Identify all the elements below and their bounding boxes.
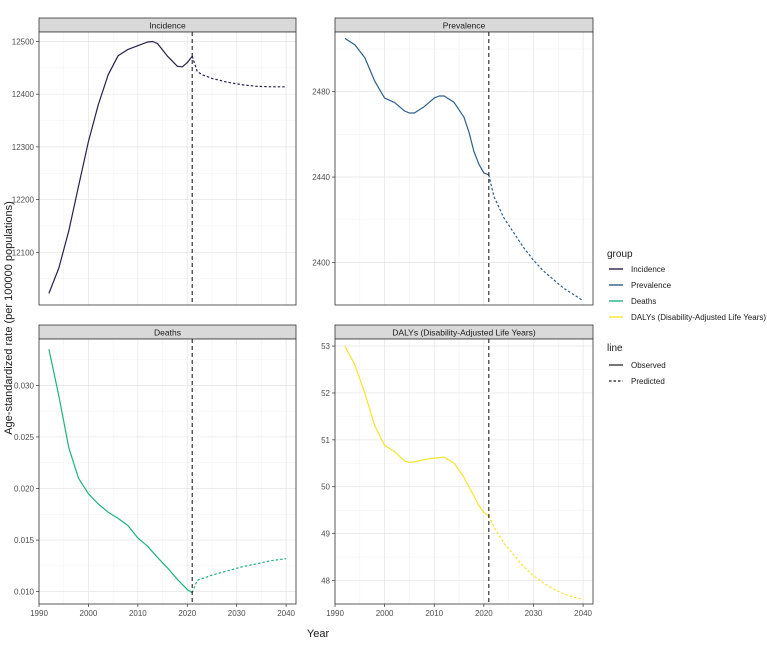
- series-line-predicted: [191, 558, 287, 593]
- panel-3: Deaths 1990 2000 2010 2020 2030 2040 0.010 0.015…: [14, 324, 297, 618]
- plot-background: [39, 32, 296, 305]
- legend-label-line: Observed: [631, 361, 666, 370]
- plot-background: [335, 32, 593, 305]
- y-tick-label: 2440: [312, 173, 330, 182]
- legend-label-group: Prevalence: [631, 281, 672, 290]
- panels: Incidence 12100 12200 12300 12400 12500 Preval…: [12, 17, 594, 618]
- y-tick-label: 52: [321, 389, 330, 398]
- series-line-observed: [48, 349, 193, 594]
- y-tick-label: 12400: [12, 90, 35, 99]
- panel-2: Prevalence 2400 2440 2480: [312, 17, 594, 306]
- plot-background: [39, 339, 296, 604]
- facet-title: Incidence: [149, 21, 186, 31]
- y-tick-label: 0.010: [14, 588, 35, 597]
- legend-label-group: Deaths: [631, 297, 656, 306]
- series-line-predicted: [488, 515, 584, 600]
- x-tick-label: 2020: [178, 609, 196, 618]
- y-tick-label: 50: [321, 483, 330, 492]
- x-tick-label: 2010: [425, 609, 443, 618]
- panel-border: [38, 338, 297, 605]
- legend-title-group: group: [607, 249, 633, 260]
- plot-background: [335, 339, 593, 604]
- panel-border: [334, 338, 594, 605]
- y-tick-label: 12300: [12, 143, 35, 152]
- y-tick-label: 0.030: [14, 381, 35, 390]
- legend-label-group: Incidence: [631, 265, 666, 274]
- y-tick-label: 0.025: [14, 433, 35, 442]
- legend-title-line: line: [607, 343, 623, 354]
- y-tick-label: 51: [321, 436, 330, 445]
- x-tick-label: 2010: [129, 609, 147, 618]
- series-line-observed: [344, 37, 490, 176]
- panel-border: [334, 31, 594, 306]
- series-line-predicted: [488, 174, 584, 302]
- y-tick-label: 0.015: [14, 536, 35, 545]
- legend: group Incidence Prevalence Deaths DALYs (Dis…: [607, 249, 766, 386]
- x-tick-label: 2040: [277, 609, 295, 618]
- series-line-observed: [48, 40, 193, 294]
- x-tick-label: 2030: [228, 609, 246, 618]
- y-tick-label: 49: [321, 530, 330, 539]
- panel-4: DALYs (Disability-Adjusted Life Years) 19…: [321, 324, 594, 618]
- y-axis-title: Age-standardized rate (per 100000 popula…: [3, 201, 15, 435]
- x-tick-label: 1990: [326, 609, 344, 618]
- y-tick-label: 0.020: [14, 485, 35, 494]
- panel-border: [38, 31, 297, 306]
- y-tick-label: 12500: [12, 37, 35, 46]
- x-tick-label: 2000: [376, 609, 394, 618]
- y-tick-label: 12200: [12, 196, 35, 205]
- facet-title: Deaths: [154, 328, 181, 338]
- facet-title: DALYs (Disability-Adjusted Life Years): [392, 328, 536, 338]
- y-tick-label: 48: [321, 577, 330, 586]
- panel-1: Incidence 12100 12200 12300 12400 12500: [12, 17, 297, 306]
- legend-label-line: Predicted: [631, 377, 665, 386]
- x-tick-label: 2040: [574, 609, 592, 618]
- x-tick-label: 2020: [475, 609, 493, 618]
- series-line-observed: [344, 345, 490, 517]
- y-tick-label: 2480: [312, 88, 330, 97]
- y-tick-label: 2400: [312, 258, 330, 267]
- x-tick-label: 2000: [80, 609, 98, 618]
- legend-label-group: DALYs (Disability-Adjusted Life Years): [631, 313, 766, 322]
- x-axis-title: Year: [307, 628, 330, 640]
- x-tick-label: 2030: [525, 609, 543, 618]
- facet-title: Prevalence: [443, 21, 486, 31]
- x-tick-label: 1990: [30, 609, 48, 618]
- y-tick-label: 53: [321, 342, 330, 351]
- y-tick-label: 12100: [12, 248, 35, 257]
- series-line-predicted: [191, 56, 287, 88]
